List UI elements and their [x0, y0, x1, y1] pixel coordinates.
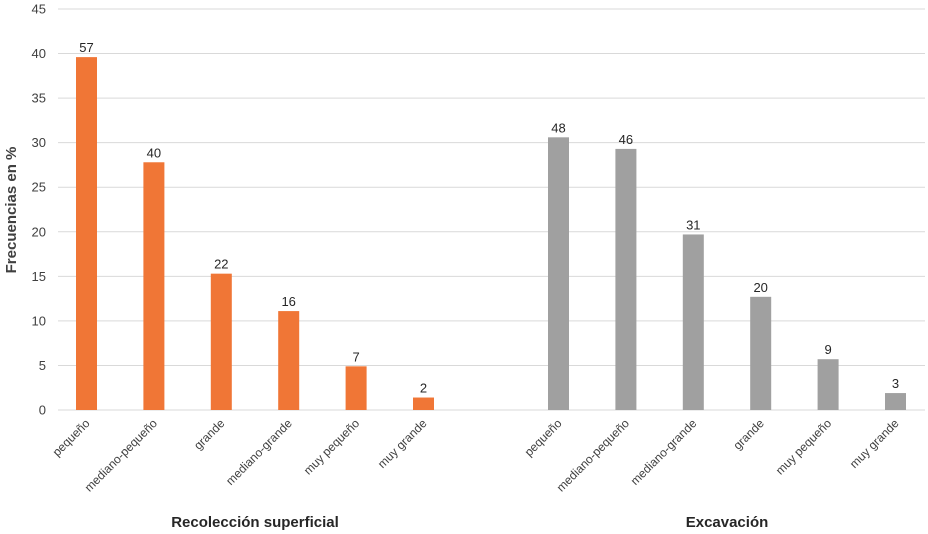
group-title: Excavación — [686, 514, 769, 531]
bars — [76, 57, 906, 411]
gridlines — [58, 8, 925, 411]
bar — [817, 359, 839, 410]
y-tick-label: 0 — [39, 403, 46, 418]
group-titles: Recolección superficial Excavación — [171, 514, 768, 531]
y-tick-label: 30 — [32, 135, 46, 150]
y-tick-label: 10 — [32, 313, 46, 328]
bar — [548, 137, 569, 410]
data-label: 20 — [753, 280, 767, 295]
x-tick-label: pequeño — [522, 416, 565, 459]
data-label: 7 — [352, 349, 359, 364]
data-label: 57 — [79, 40, 93, 55]
y-tick-label: 20 — [32, 224, 46, 239]
x-tick-label: pequeño — [50, 416, 93, 459]
group-title: Recolección superficial — [171, 514, 339, 531]
data-label: 16 — [281, 294, 295, 309]
x-tick-label: mediano-pequeño — [82, 416, 161, 495]
x-tick-label: grande — [191, 416, 228, 453]
y-axis-label: Frecuencias en % — [3, 147, 20, 274]
x-tick-label: mediano-pequeño — [554, 416, 633, 495]
bar — [615, 148, 637, 410]
y-axis-ticks: 0 5 10 15 20 25 30 35 40 45 — [32, 2, 46, 418]
y-tick-label: 25 — [32, 180, 46, 195]
data-label: 31 — [686, 217, 700, 232]
data-label: 3 — [892, 376, 899, 391]
bar — [345, 366, 367, 410]
bar — [210, 273, 232, 410]
data-label: 46 — [619, 132, 633, 147]
x-tick-label: mediano-grande — [628, 416, 700, 488]
bar — [143, 162, 165, 410]
bar — [682, 234, 704, 410]
bar — [76, 57, 97, 411]
y-tick-label: 40 — [32, 46, 46, 61]
bar — [750, 296, 772, 410]
y-tick-label: 5 — [39, 358, 46, 373]
bar — [278, 311, 300, 410]
data-labels: 57 40 22 16 7 2 48 46 31 20 9 3 — [79, 40, 899, 395]
x-tick-label: muy grande — [375, 416, 430, 471]
bar — [885, 393, 906, 410]
data-label: 22 — [214, 257, 228, 272]
y-tick-label: 35 — [32, 91, 46, 106]
data-label: 2 — [420, 381, 427, 396]
data-label: 48 — [551, 120, 565, 135]
y-tick-label: 15 — [32, 269, 46, 284]
y-tick-label: 45 — [32, 2, 46, 17]
bar — [413, 397, 434, 410]
x-tick-label: muy pequeño — [301, 416, 363, 478]
x-tick-label: muy pequeño — [773, 416, 835, 478]
x-tick-label: grande — [730, 416, 767, 453]
data-label: 40 — [147, 145, 161, 160]
x-tick-label: muy grande — [847, 416, 902, 471]
data-label: 9 — [824, 342, 831, 357]
x-tick-label: mediano-grande — [223, 416, 295, 488]
